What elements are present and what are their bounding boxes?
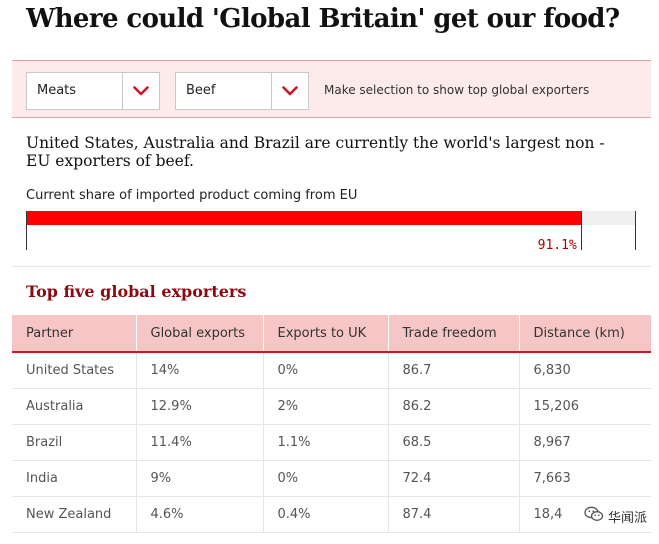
cell-partner: India bbox=[12, 460, 137, 497]
product-select[interactable]: Beef bbox=[175, 72, 309, 110]
cell-partner: United States bbox=[12, 352, 137, 389]
cell-partner: Brazil bbox=[12, 424, 137, 461]
table-row: United States 14% 0% 86.7 6,830 bbox=[12, 352, 651, 389]
col-global-exports: Global exports bbox=[136, 315, 264, 353]
chevron-down-icon[interactable] bbox=[271, 73, 308, 109]
page-title: Where could 'Global Britain' get our foo… bbox=[26, 4, 620, 34]
category-select-value: Meats bbox=[37, 83, 77, 98]
eu-share-bar-fill bbox=[26, 211, 581, 225]
product-select-value: Beef bbox=[186, 83, 216, 98]
cell-trade-freedom: 87.4 bbox=[388, 496, 520, 533]
eu-share-bar bbox=[26, 211, 635, 225]
exporters-table: Partner Global exports Exports to UK Tra… bbox=[12, 315, 651, 533]
cell-trade-freedom: 68.5 bbox=[388, 424, 520, 461]
summary-text: United States, Australia and Brazil are … bbox=[26, 134, 605, 170]
cell-global-exports: 14% bbox=[136, 352, 264, 389]
chevron-down-icon[interactable] bbox=[122, 73, 159, 109]
table-row: New Zealand 4.6% 0.4% 87.4 18,4 bbox=[12, 496, 651, 533]
table-header-row: Partner Global exports Exports to UK Tra… bbox=[12, 315, 651, 353]
cell-trade-freedom: 86.2 bbox=[388, 388, 520, 425]
watermark: 华闻派 bbox=[579, 504, 651, 528]
eu-share-value: 91.1% bbox=[537, 238, 577, 253]
cell-exports-to-uk: 1.1% bbox=[263, 424, 389, 461]
cell-trade-freedom: 86.7 bbox=[388, 352, 520, 389]
divider bbox=[12, 266, 651, 267]
cell-exports-to-uk: 0% bbox=[263, 460, 389, 497]
share-axis-end bbox=[635, 211, 636, 250]
cell-exports-to-uk: 2% bbox=[263, 388, 389, 425]
eu-share-label: Current share of imported product coming… bbox=[26, 188, 358, 203]
cell-partner: Australia bbox=[12, 388, 137, 425]
cell-exports-to-uk: 0.4% bbox=[263, 496, 389, 533]
table-row: India 9% 0% 72.4 7,663 bbox=[12, 460, 651, 497]
cell-exports-to-uk: 0% bbox=[263, 352, 389, 389]
table-row: Australia 12.9% 2% 86.2 15,206 bbox=[12, 388, 651, 425]
cell-distance: 6,830 bbox=[519, 352, 651, 389]
cell-trade-freedom: 72.4 bbox=[388, 460, 520, 497]
share-value-marker bbox=[580, 211, 582, 250]
category-select[interactable]: Meats bbox=[26, 72, 160, 110]
col-trade-freedom: Trade freedom bbox=[388, 315, 520, 353]
col-partner: Partner bbox=[12, 315, 137, 353]
cell-global-exports: 11.4% bbox=[136, 424, 264, 461]
cell-global-exports: 12.9% bbox=[136, 388, 264, 425]
selection-hint: Make selection to show top global export… bbox=[324, 83, 590, 97]
cell-global-exports: 4.6% bbox=[136, 496, 264, 533]
exporters-title: Top five global exporters bbox=[26, 282, 247, 301]
cell-distance: 15,206 bbox=[519, 388, 651, 425]
table-row: Brazil 11.4% 1.1% 68.5 8,967 bbox=[12, 424, 651, 461]
share-axis-start bbox=[26, 211, 27, 250]
cell-global-exports: 9% bbox=[136, 460, 264, 497]
col-distance: Distance (km) bbox=[519, 315, 651, 353]
wechat-icon bbox=[584, 506, 604, 526]
cell-distance: 8,967 bbox=[519, 424, 651, 461]
cell-partner: New Zealand bbox=[12, 496, 137, 533]
col-exports-to-uk: Exports to UK bbox=[263, 315, 389, 353]
cell-distance: 7,663 bbox=[519, 460, 651, 497]
watermark-text: 华闻派 bbox=[607, 510, 647, 526]
selection-panel: Meats Beef Make selection to show top gl… bbox=[12, 60, 651, 118]
